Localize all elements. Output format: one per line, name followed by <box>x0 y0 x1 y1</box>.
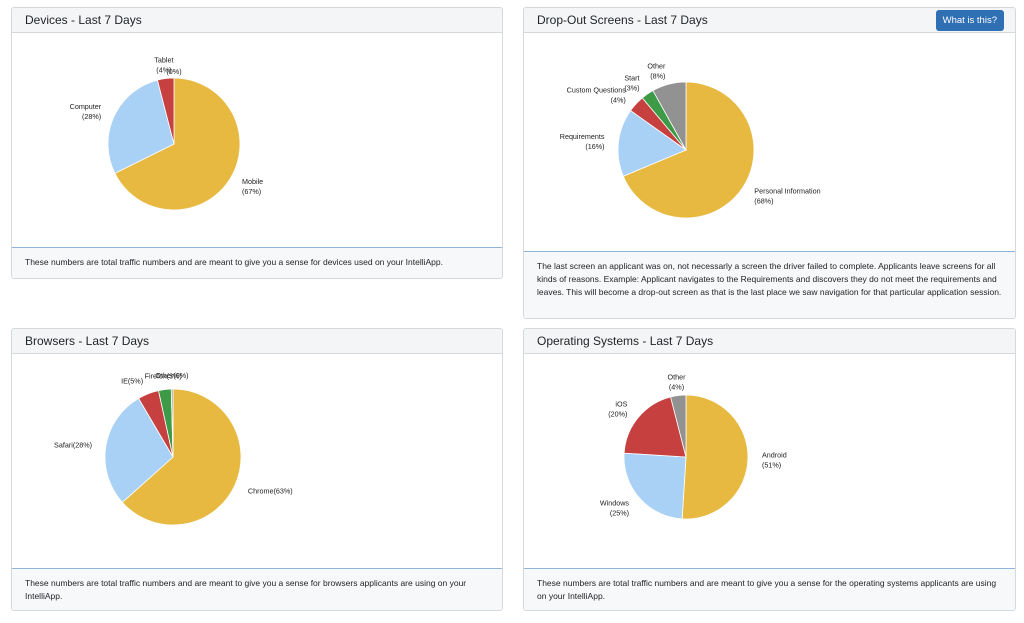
devices-slice-mobile[interactable] <box>114 77 241 211</box>
browsers-panel-header: Browsers - Last 7 Days <box>12 329 502 354</box>
devices-slice-tablet[interactable] <box>156 77 175 145</box>
os-label-windows: Windows (25%) <box>600 498 630 517</box>
dropout-slice-personal-information[interactable] <box>622 81 755 219</box>
dropout-pie-chart: Personal Information (68%) Requirements (16… <box>560 62 821 219</box>
browsers-pie-chart: Chrome(63%) Safari(28%) IE(5%)Firefox(3%)O… <box>54 371 293 526</box>
os-panel-header: Operating Systems - Last 7 Days <box>524 329 1015 354</box>
browsers-label-ie: IE(5%) <box>121 377 143 386</box>
browsers-panel-footer: These numbers are total traffic numbers … <box>12 568 502 610</box>
os-slice-ios[interactable] <box>623 396 687 458</box>
dropout-label-start: Start (3%) <box>624 74 639 93</box>
dropout-label-custom-questions: Custom Questions (4%) <box>567 85 627 104</box>
os-panel-title: Operating Systems - Last 7 Days <box>537 334 714 348</box>
browsers-label-chrome: Chrome(63%) <box>248 487 293 496</box>
os-footer-text: These numbers are total traffic numbers … <box>537 578 997 601</box>
os-label-android: Android (51%) <box>762 450 787 469</box>
browsers-slice-safari[interactable] <box>104 397 174 503</box>
devices-label-slice-3: (0%) <box>166 67 181 76</box>
os-chart-area: Android (51%) Windows (25%) iOS (20%) Other (4%… <box>524 354 1015 569</box>
dropout-panel-title: Drop-Out Screens - Last 7 Days <box>537 13 708 27</box>
os-panel: Operating Systems - Last 7 Days Android(… <box>523 328 1016 611</box>
devices-pie-chart: Mobile (67%) Computer (28%) Tablet (4%)(0%) <box>70 56 263 211</box>
os-label-ios: iOS (20%) <box>608 400 627 419</box>
devices-panel-header: Devices - Last 7 Days <box>12 8 502 33</box>
dropout-panel: Drop-Out Screens - Last 7 Days What is t… <box>523 7 1016 319</box>
browsers-panel-title: Browsers - Last 7 Days <box>25 334 150 348</box>
what-is-this-button[interactable]: What is this? <box>935 9 1004 31</box>
devices-chart-area: Mobile (67%) Computer (28%) Tablet (4%) (0%) <box>12 33 502 248</box>
browsers-label-firefox: Firefox(3%) <box>145 372 182 381</box>
devices-label-tablet: Tablet (4%) <box>154 56 173 75</box>
devices-label-computer: Computer (28%) <box>70 102 102 121</box>
devices-panel-footer: These numbers are total traffic numbers … <box>12 247 502 278</box>
browsers-slice-chrome[interactable] <box>121 388 242 526</box>
browsers-label-safari: Safari(28%) <box>54 440 92 449</box>
browsers-chart-area: Chrome(63%) Safari(28%) IE(5%) Firefox(3%) O… <box>12 354 502 569</box>
os-slice-android[interactable] <box>681 394 749 520</box>
dropout-footer-text: The last screen an applicant was on, not… <box>537 261 1002 297</box>
dropout-label-other: Other (8%) <box>647 62 666 81</box>
os-slice-windows[interactable] <box>623 452 687 520</box>
devices-panel-title: Devices - Last 7 Days <box>25 13 142 27</box>
devices-label-mobile: Mobile (67%) <box>242 177 263 196</box>
dropout-chart-area: Personal Information (68%) Requirements (16… <box>524 33 1015 253</box>
dropout-slice-requirements[interactable] <box>617 110 687 177</box>
os-pie-chart: Android (51%) Windows (25%) iOS (20%) Other (4%… <box>600 373 787 520</box>
browsers-slice-other[interactable] <box>170 388 174 458</box>
browsers-panel: Browsers - Last 7 Days Chrome(63%) Safari… <box>11 328 503 611</box>
devices-panel: Devices - Last 7 Days Mobile (67%) Compute… <box>11 7 503 279</box>
dropout-panel-footer: The last screen an applicant was on, not… <box>524 251 1015 318</box>
os-panel-footer: These numbers are total traffic numbers … <box>524 568 1015 610</box>
os-label-other: Other (4%) <box>668 373 687 392</box>
os-slice-other[interactable] <box>670 394 687 458</box>
dropout-label-personal-information: Personal Information (68%) <box>754 186 820 205</box>
browsers-label-other: Other(0%) <box>155 371 188 380</box>
devices-footer-text: These numbers are total traffic numbers … <box>25 257 443 267</box>
browsers-footer-text: These numbers are total traffic numbers … <box>25 578 467 601</box>
dropout-label-requirements: Requirements (16%) <box>560 132 605 151</box>
devices-slice-computer[interactable] <box>107 79 175 174</box>
dropout-panel-header: Drop-Out Screens - Last 7 Days What is t… <box>524 8 1015 33</box>
dropout-slice-other[interactable] <box>652 81 687 152</box>
